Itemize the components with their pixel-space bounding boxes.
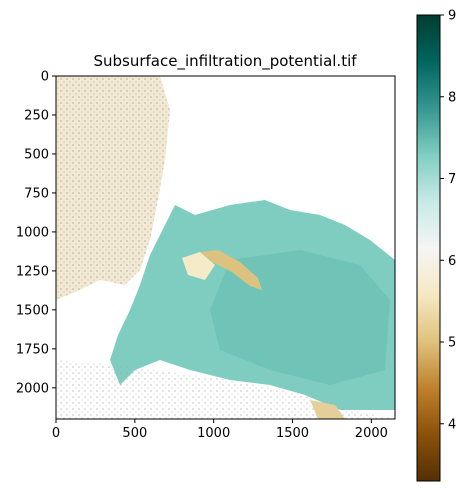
raster-image [56,76,395,419]
y-tick-label: 1250 [16,264,49,279]
y-tick-label: 1500 [16,303,49,318]
raster-grey-speckle-upper [56,76,170,300]
x-axis: 0 500 1000 1500 2000 [52,419,388,441]
x-tick-label: 1000 [197,426,230,441]
y-tick-label: 500 [24,147,49,162]
y-axis: 0 250 500 750 1000 1250 1500 1750 2000 [16,70,56,396]
raster-beige-channel [200,250,262,290]
y-tick-label: 1750 [16,342,49,357]
y-tick-label: 250 [24,108,49,123]
colorbar-tick-label: 5 [448,336,456,351]
colorbar-tick-label: 8 [448,90,456,105]
raster-grey-speckle-lower [56,360,395,419]
raster-bottom-tan-patch [310,400,345,419]
y-tick-label: 0 [41,70,49,85]
x-tick-label: 2000 [355,426,388,441]
raster-pale-patch [182,252,215,280]
y-tick-label: 750 [24,186,49,201]
chart-title: Subsurface_infiltration_potential.tif [93,52,357,71]
colorbar [416,14,441,482]
y-tick-label: 2000 [16,381,49,396]
axes-frame [55,75,396,420]
x-tick-label: 1500 [276,426,309,441]
colorbar-tick-label: 9 [448,9,456,24]
colorbar-tick-label: 6 [448,254,456,269]
x-tick-label: 500 [122,426,147,441]
colorbar-axis: 4 5 6 7 8 9 [440,9,456,432]
y-tick-label: 1000 [16,225,49,240]
x-tick-label: 0 [52,426,60,441]
colorbar-tick-label: 4 [448,417,456,432]
colorbar-tick-label: 7 [448,172,456,187]
